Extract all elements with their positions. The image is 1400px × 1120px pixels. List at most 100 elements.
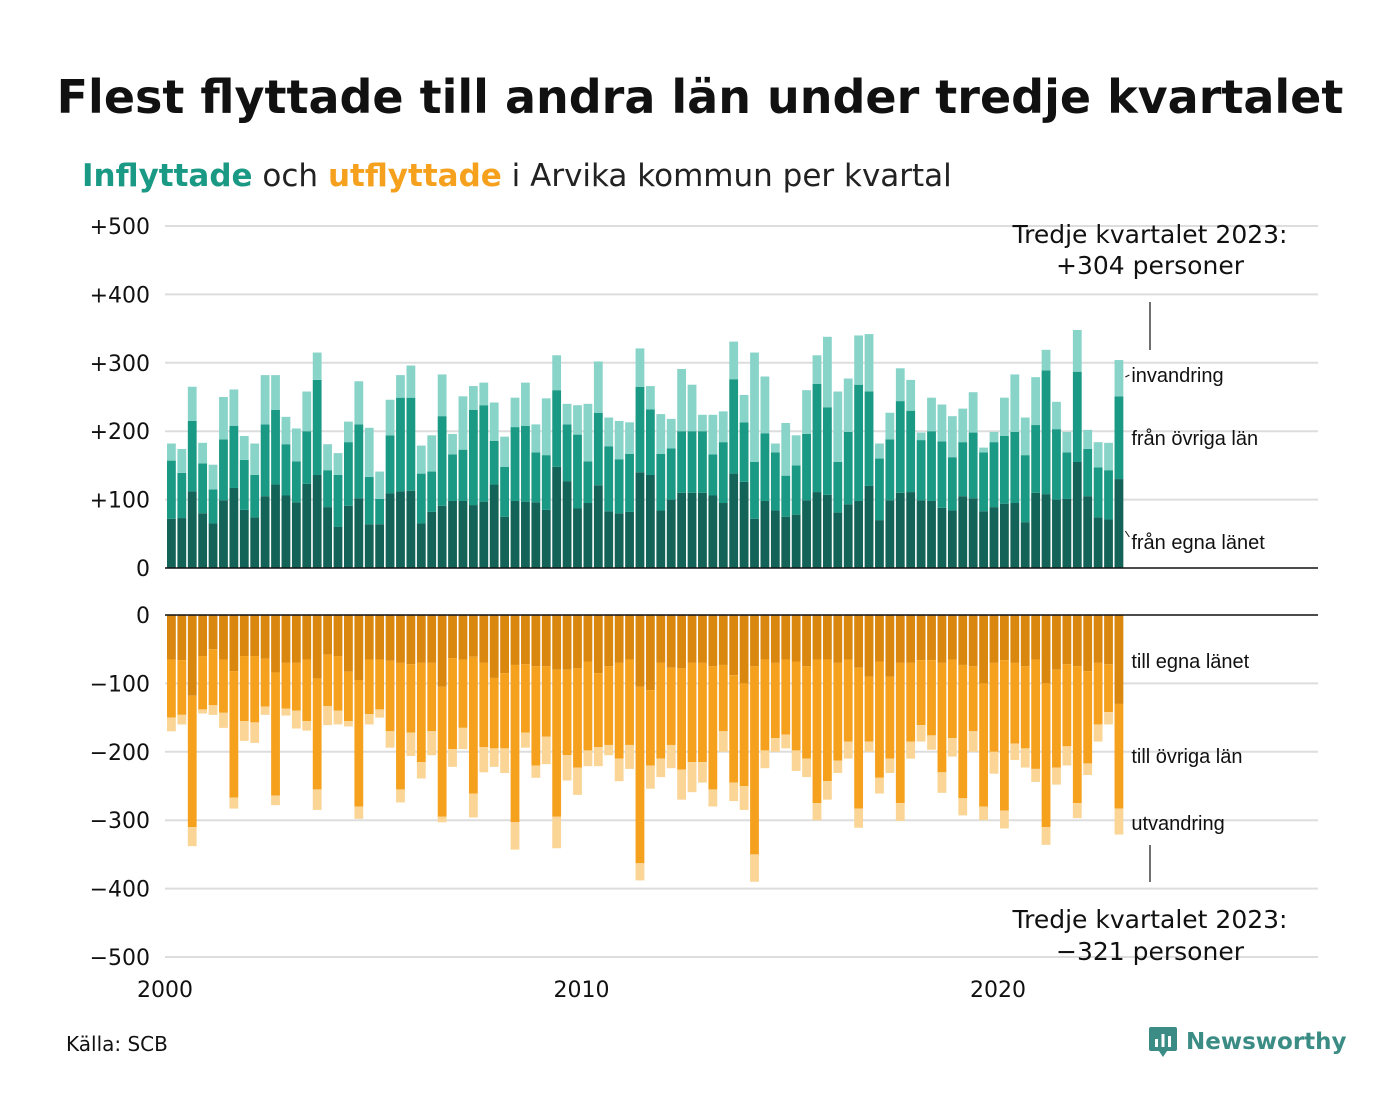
x-tick-label: 2010	[554, 978, 610, 1003]
outflow-bar-segment	[479, 747, 489, 773]
inflow-bar-segment	[916, 432, 926, 441]
outflow-bar-segment	[1000, 810, 1009, 829]
inflow-bar-segment	[739, 481, 749, 568]
inflow-bar-segment	[1000, 503, 1009, 568]
inflow-bar-segment	[770, 443, 780, 453]
inflow-bar-segment	[698, 431, 707, 493]
inflow-bar-segment	[1020, 522, 1030, 568]
outflow-bar-segment	[281, 615, 291, 663]
inflow-bar-segment	[219, 397, 228, 440]
inflow-bar-segment	[250, 474, 260, 518]
inflow-bar-segment	[895, 401, 905, 493]
inflow-bar-segment	[875, 458, 884, 521]
outflow-bar-segment	[916, 615, 926, 661]
outflow-bar-segment	[406, 732, 416, 756]
inflow-bar-segment	[760, 376, 770, 434]
outflow-bar-segment	[854, 667, 864, 809]
inflow-bar-segment	[583, 403, 593, 462]
outflow-bar-segment	[573, 668, 582, 768]
outflow-bar-segment	[541, 615, 551, 667]
outflow-bar-segment	[312, 678, 322, 790]
outflow-bar-segment	[208, 615, 218, 650]
outflow-bar-segment	[344, 721, 353, 727]
inflow-bar-segment	[885, 412, 895, 440]
inflow-bar-segment	[531, 452, 541, 503]
inflow-bar-segment	[448, 454, 457, 501]
outflow-bar-segment	[239, 615, 249, 657]
outflow-bar-segment	[614, 662, 624, 759]
bottom-y-tick-label: −100	[90, 672, 150, 697]
inflow-bar-segment	[302, 483, 312, 568]
inflow-bar-segment	[219, 500, 228, 568]
inflow-bar-segment	[958, 496, 968, 568]
inflow-bar-segment	[687, 431, 697, 493]
inflow-bar-segment	[312, 474, 322, 568]
inflow-bar-segment	[458, 396, 468, 450]
outflow-bar-segment	[770, 662, 780, 739]
outflow-bar-segment	[958, 664, 968, 799]
inflow-bar-segment	[802, 390, 811, 434]
inflow-bar-segment	[312, 352, 322, 380]
inflow-bar-segment	[791, 465, 801, 515]
outflow-bar-segment	[1072, 803, 1082, 819]
inflow-bar-segment	[593, 412, 603, 486]
outflow-bar-segment	[1093, 615, 1103, 663]
outflow-bar-segment	[1062, 664, 1072, 747]
inflow-bar-segment	[770, 452, 780, 511]
inflow-bar-segment	[718, 503, 728, 568]
outflow-bar-segment	[552, 816, 562, 849]
outflow-bar-segment	[437, 686, 447, 817]
outflow-bar-segment	[791, 750, 801, 771]
outflow-bar-segment	[312, 615, 322, 679]
x-tick-label: 2020	[970, 978, 1026, 1003]
outflow-bar-segment	[947, 615, 957, 660]
outflow-bar-segment	[1072, 666, 1082, 804]
outflow-bar-segment	[708, 789, 718, 807]
inflow-bar-segment	[271, 409, 280, 485]
inflow-bar-segment	[1000, 397, 1009, 436]
top-label-leader	[1124, 530, 1130, 538]
inflow-bar-segment	[281, 416, 291, 445]
top-annotation-title: Tredje kvartalet 2023:	[1012, 220, 1288, 249]
inflow-bar-segment	[802, 500, 811, 568]
outflow-bar-segment	[645, 615, 655, 691]
inflow-bar-segment	[812, 384, 822, 493]
inflow-bar-segment	[291, 502, 301, 568]
inflow-bar-segment	[396, 397, 405, 492]
inflow-bar-segment	[1010, 431, 1020, 504]
outflow-bar-segment	[906, 615, 916, 663]
outflow-bar-segment	[687, 762, 697, 793]
outflow-bar-segment	[416, 615, 426, 663]
inflow-bar-segment	[1072, 371, 1082, 462]
inflow-bar-segment	[625, 511, 634, 568]
inflow-bar-segment	[281, 495, 291, 568]
inflow-bar-segment	[500, 516, 509, 568]
outflow-bar-segment	[406, 664, 416, 733]
outflow-bar-segment	[531, 615, 541, 667]
inflow-bar-segment	[364, 524, 374, 568]
inflow-bar-segment	[260, 424, 270, 497]
inflow-bar-segment	[833, 461, 843, 513]
inflow-bar-segment	[729, 341, 739, 380]
inflow-bar-segment	[698, 414, 707, 432]
outflow-bar-segment	[427, 731, 437, 756]
labels-layer: 0 +100 +200 +300 +400 +500 0 −100 −200 −300 −400 −5…	[90, 215, 1288, 1003]
inflow-bar-segment	[500, 466, 509, 517]
inflow-bar-segment	[989, 431, 999, 443]
inflow-bar-segment	[531, 502, 541, 568]
outflow-bar-segment	[635, 615, 645, 687]
inflow-bar-segment	[229, 425, 239, 488]
outflow-bar-segment	[375, 659, 385, 710]
outflow-bar-segment	[614, 615, 624, 663]
inflow-bar-segment	[1104, 519, 1113, 568]
outflow-bar-segment	[198, 709, 208, 714]
outflow-bar-segment	[593, 747, 603, 767]
outflow-bar-segment	[687, 615, 697, 663]
outflow-bar-segment	[427, 615, 437, 663]
inflow-bar-segment	[573, 434, 582, 509]
inflow-bar-segment	[708, 454, 718, 496]
outflow-bar-segment	[583, 750, 593, 767]
outflow-bar-segment	[708, 666, 718, 790]
inflow-bar-segment	[562, 424, 572, 482]
outflow-bar-segment	[562, 669, 572, 756]
